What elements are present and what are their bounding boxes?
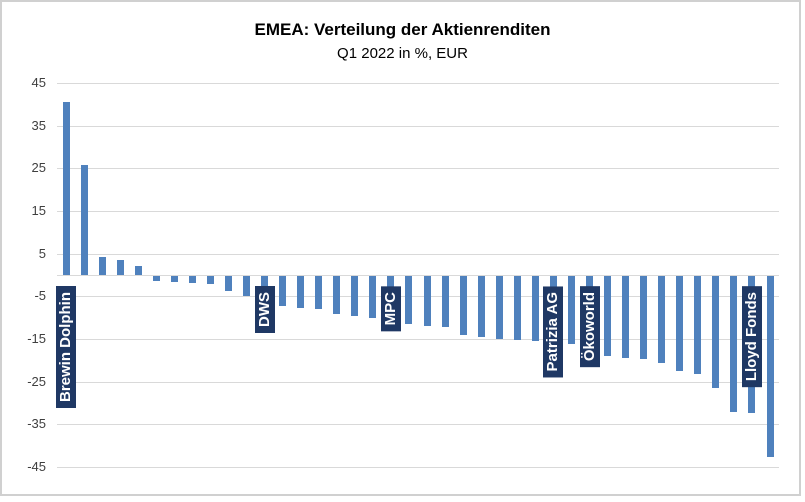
bar-8 bbox=[206, 276, 214, 285]
bar-32 bbox=[640, 276, 648, 360]
bar-24 bbox=[495, 276, 503, 340]
gridline-y-25 bbox=[57, 382, 779, 383]
company-label-lloyd-fonds: Lloyd Fonds bbox=[741, 286, 762, 388]
bar-12 bbox=[279, 276, 287, 306]
bar-34 bbox=[676, 276, 684, 371]
bar-14 bbox=[315, 276, 323, 310]
y-tick-label: -5 bbox=[34, 288, 46, 303]
y-tick-label: 35 bbox=[31, 118, 46, 133]
bar-13 bbox=[297, 276, 305, 308]
bar-3 bbox=[116, 260, 124, 275]
bar-36 bbox=[712, 276, 720, 388]
bar-21 bbox=[441, 276, 449, 328]
bar-31 bbox=[622, 276, 630, 358]
gridline-y-35 bbox=[57, 424, 779, 425]
bar-10 bbox=[243, 276, 250, 297]
bar-15 bbox=[333, 276, 341, 315]
company-label-mpc: MPC bbox=[380, 286, 401, 332]
y-tick-label: 45 bbox=[31, 75, 46, 90]
gridline-y-5 bbox=[57, 296, 779, 297]
y-tick-label: -25 bbox=[27, 374, 46, 389]
bar-0 bbox=[62, 102, 70, 275]
y-tick-label: 5 bbox=[38, 246, 46, 261]
bar-1 bbox=[80, 164, 88, 275]
bar-28 bbox=[567, 276, 575, 345]
bar-16 bbox=[351, 276, 359, 317]
chart-subtitle: Q1 2022 in %, EUR bbox=[337, 45, 468, 62]
gridline-y45 bbox=[57, 83, 779, 84]
gridline-y-15 bbox=[57, 339, 779, 340]
y-tick-label: -35 bbox=[27, 416, 46, 431]
bar-22 bbox=[459, 276, 467, 335]
bar-25 bbox=[513, 276, 521, 340]
bar-2 bbox=[98, 256, 106, 275]
bar-17 bbox=[369, 276, 377, 318]
bar-37 bbox=[730, 276, 738, 412]
y-tick-label: 15 bbox=[31, 203, 46, 218]
bar-33 bbox=[658, 276, 666, 363]
y-tick-label: 25 bbox=[31, 160, 46, 175]
gridline-y15 bbox=[57, 211, 779, 212]
bar-6 bbox=[170, 276, 178, 282]
chart-title: EMEA: Verteilung der Aktienrenditen bbox=[254, 20, 551, 39]
x-axis-line bbox=[57, 275, 779, 276]
gridline-y5 bbox=[57, 254, 779, 255]
bar-5 bbox=[152, 276, 160, 282]
bar-26 bbox=[531, 276, 539, 341]
bar-39 bbox=[766, 276, 774, 458]
bar-19 bbox=[405, 276, 413, 325]
bar-23 bbox=[477, 276, 485, 338]
company-label-dws: DWS bbox=[254, 286, 275, 333]
bar-20 bbox=[423, 276, 431, 326]
company-label-brewin-dolphin: Brewin Dolphin bbox=[56, 286, 76, 408]
company-label--koworld: Ökoworld bbox=[579, 286, 600, 368]
bar-35 bbox=[694, 276, 702, 375]
bar-7 bbox=[188, 276, 196, 284]
bar-9 bbox=[225, 276, 232, 291]
y-tick-label: -15 bbox=[27, 331, 46, 346]
bar-30 bbox=[604, 276, 611, 356]
gridline-y35 bbox=[57, 126, 779, 127]
gridline-y-45 bbox=[57, 467, 779, 468]
company-label-patrizia-ag: Patrizia AG bbox=[543, 286, 564, 378]
y-tick-label: -45 bbox=[27, 459, 46, 474]
bar-4 bbox=[134, 265, 142, 275]
gridline-y25 bbox=[57, 168, 779, 169]
